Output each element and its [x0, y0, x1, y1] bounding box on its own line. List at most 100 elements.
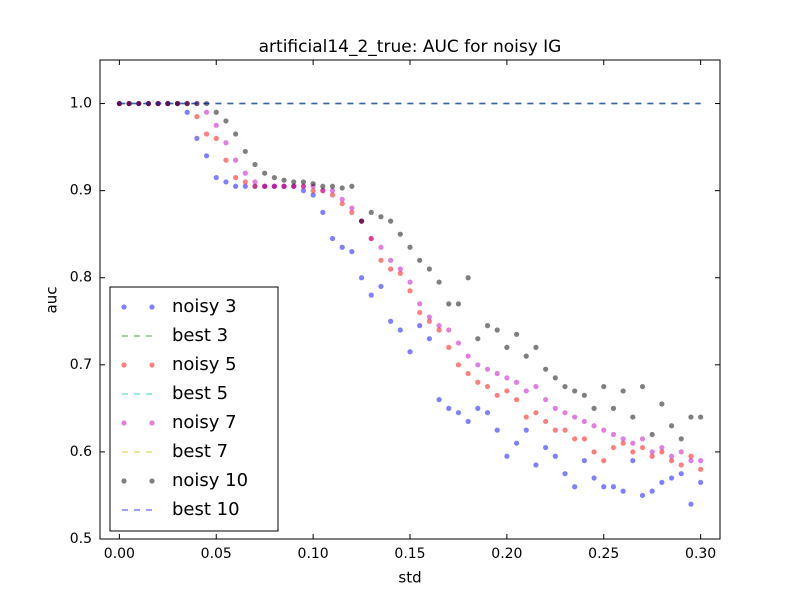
- data-point: [630, 440, 636, 446]
- data-point: [630, 414, 636, 420]
- y-axis-label: auc: [43, 287, 61, 314]
- data-point: [300, 179, 307, 185]
- data-point: [601, 427, 607, 433]
- data-point: [339, 201, 345, 207]
- data-point: [407, 349, 413, 355]
- chart-title: artificial14_2_true: AUC for noisy IG: [259, 37, 562, 57]
- data-point: [533, 462, 539, 468]
- data-point: [475, 362, 481, 368]
- data-point: [668, 458, 675, 464]
- data-point: [223, 157, 229, 163]
- data-point: [494, 370, 500, 377]
- data-point: [446, 344, 452, 350]
- data-point: [397, 266, 403, 272]
- data-point: [630, 449, 636, 455]
- legend-box: [109, 286, 279, 532]
- legend-swatch: [149, 362, 155, 368]
- x-tick-label: 0.30: [685, 546, 716, 562]
- data-point: [339, 196, 345, 202]
- data-point: [242, 148, 248, 155]
- data-point: [484, 323, 491, 329]
- data-point: [610, 444, 617, 451]
- legend-label: best 7: [172, 441, 228, 462]
- data-point: [591, 475, 597, 481]
- data-point: [223, 140, 229, 146]
- data-point: [475, 336, 481, 342]
- data-point: [455, 410, 462, 416]
- data-point: [417, 301, 423, 307]
- data-point: [455, 301, 462, 307]
- data-point: [639, 444, 646, 451]
- data-point: [668, 423, 675, 429]
- data-point: [649, 488, 655, 494]
- data-point: [436, 323, 442, 329]
- data-point: [513, 331, 520, 337]
- data-point: [291, 183, 297, 189]
- data-point: [329, 188, 336, 194]
- data-point: [252, 161, 258, 168]
- data-point: [310, 192, 316, 198]
- data-point: [543, 444, 549, 451]
- legend-swatch: [121, 420, 127, 426]
- data-point: [388, 218, 394, 224]
- data-point: [572, 436, 578, 442]
- data-point: [523, 427, 529, 433]
- x-tick-label: 0.00: [104, 546, 135, 562]
- data-point: [213, 135, 219, 141]
- data-point: [378, 283, 384, 290]
- data-point: [513, 440, 520, 446]
- data-point: [388, 266, 394, 272]
- data-point: [494, 427, 500, 433]
- data-point: [320, 209, 326, 216]
- data-point: [426, 266, 432, 272]
- data-point: [533, 383, 539, 390]
- data-point: [407, 279, 413, 285]
- data-point: [446, 301, 452, 307]
- x-tick-label: 0.10: [298, 546, 329, 562]
- data-point: [329, 183, 336, 189]
- data-point: [610, 405, 617, 411]
- data-point: [368, 292, 374, 298]
- y-tick-label: 1.0: [70, 96, 92, 112]
- data-point: [300, 188, 307, 194]
- data-point: [300, 183, 307, 189]
- data-point: [388, 318, 394, 324]
- data-point: [242, 183, 248, 189]
- data-point: [436, 397, 442, 403]
- data-point: [465, 353, 471, 359]
- data-point: [203, 153, 210, 159]
- data-point: [562, 383, 568, 390]
- data-point: [513, 397, 520, 403]
- data-point: [349, 183, 355, 189]
- data-point: [581, 418, 587, 425]
- data-point: [339, 185, 345, 191]
- data-point: [262, 183, 268, 189]
- legend-label: noisy 5: [172, 354, 237, 375]
- data-point: [523, 388, 529, 394]
- y-tick-label: 0.7: [70, 357, 92, 373]
- plot-frame: [99, 59, 721, 540]
- data-point: [610, 431, 617, 438]
- data-point: [484, 383, 491, 390]
- data-point: [620, 488, 626, 494]
- legend-swatch: [149, 304, 155, 310]
- data-point: [562, 410, 568, 416]
- data-point: [194, 135, 200, 141]
- data-point: [465, 275, 471, 281]
- data-point: [184, 100, 190, 107]
- data-point: [678, 436, 684, 442]
- data-point: [533, 344, 539, 350]
- y-tick-label: 0.9: [70, 183, 92, 199]
- data-point: [668, 453, 675, 459]
- data-point: [223, 118, 229, 124]
- data-point: [426, 336, 432, 342]
- x-tick-label: 0.25: [588, 546, 619, 562]
- data-point: [572, 414, 578, 420]
- data-point: [504, 388, 510, 394]
- data-point: [601, 383, 607, 390]
- data-point: [378, 244, 384, 250]
- data-point: [349, 209, 355, 216]
- data-point: [126, 100, 132, 107]
- legend-swatch: [149, 478, 155, 484]
